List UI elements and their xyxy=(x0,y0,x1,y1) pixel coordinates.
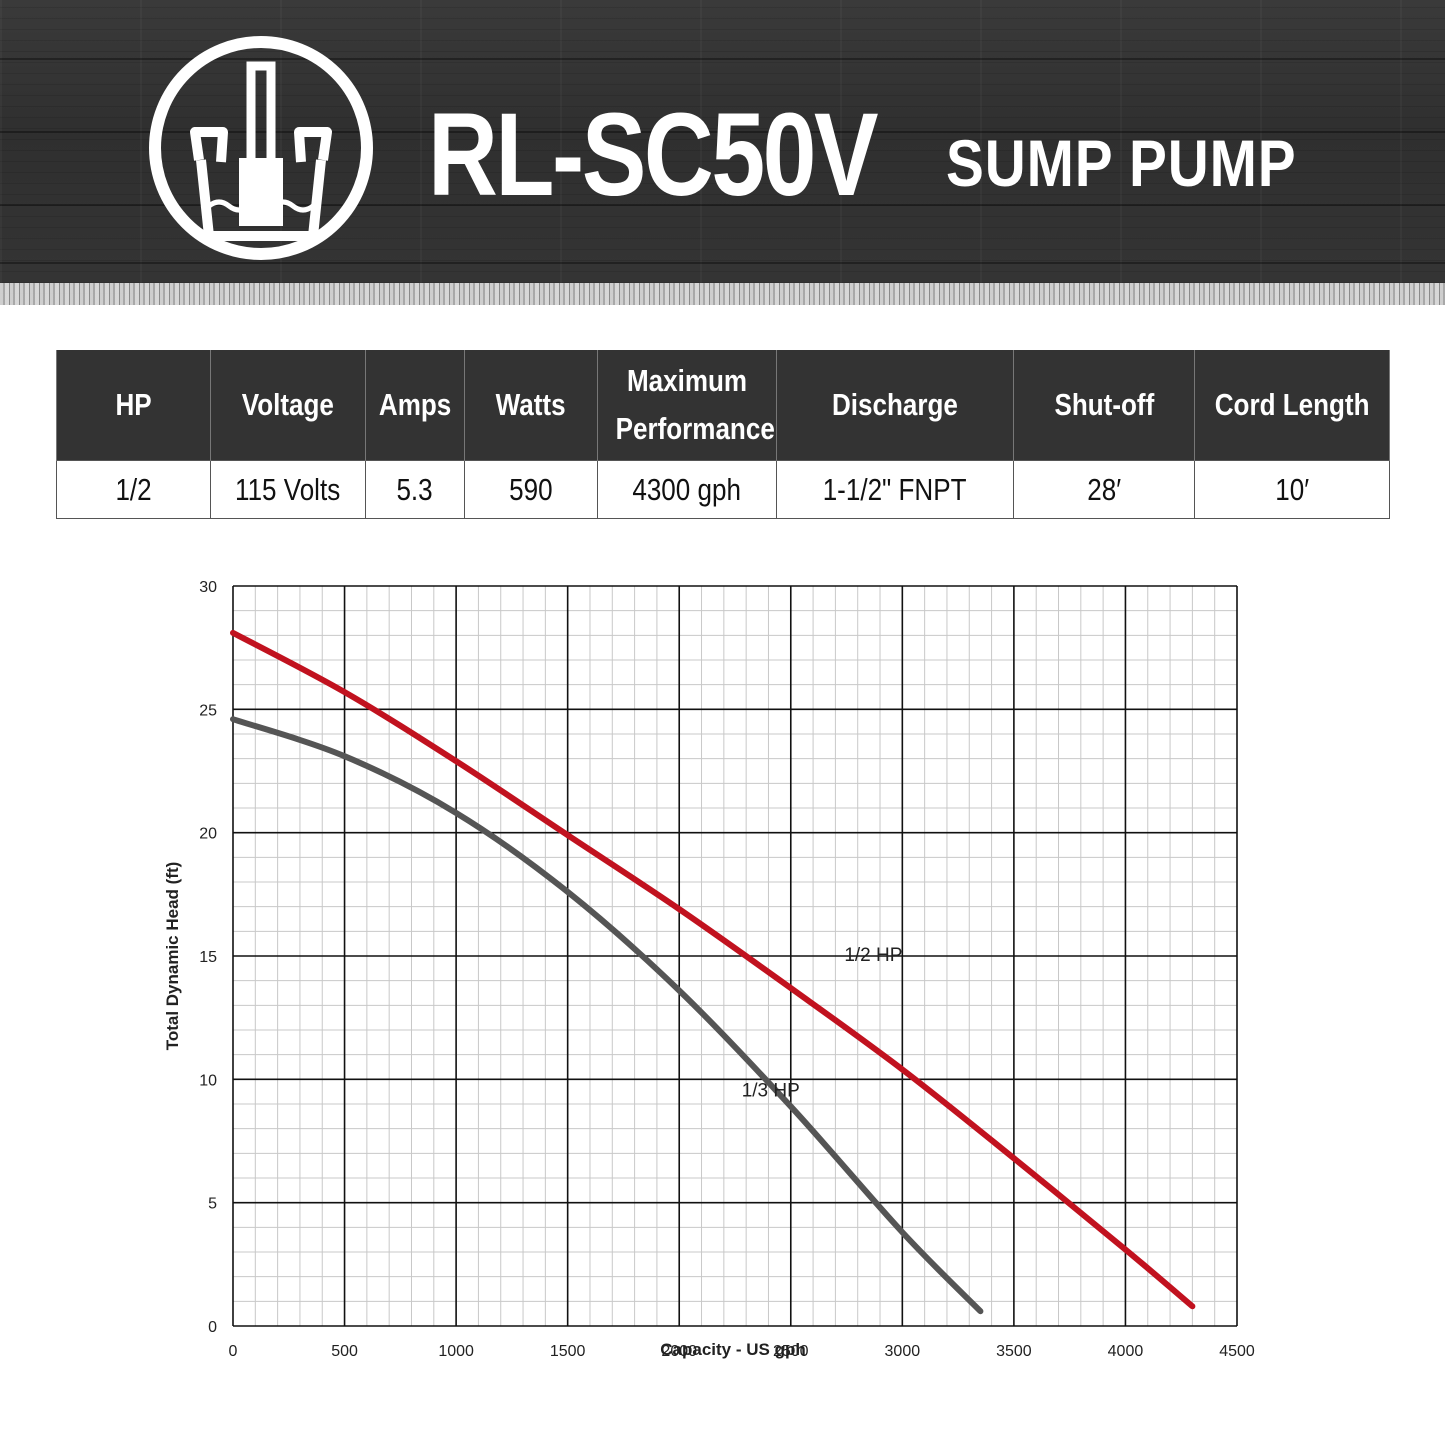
spec-header-hp: HP xyxy=(56,350,211,461)
y-tick-label: 30 xyxy=(199,579,217,596)
spec-value-voltage: 115 Volts xyxy=(210,460,366,519)
y-tick-label: 25 xyxy=(199,702,217,719)
x-tick-label: 3000 xyxy=(885,1343,921,1360)
y-tick-label: 0 xyxy=(208,1319,217,1336)
plank-seam xyxy=(0,204,1445,206)
pump-curve-chart: 0 500 1000 1500 2000 2500 3000 3500 4000 4500 0 5 10… xyxy=(163,579,1255,1360)
sump-pump-logo-icon xyxy=(149,36,373,260)
product-type: SUMP PUMP xyxy=(946,126,1297,200)
spec-header-watts: Watts xyxy=(464,350,598,461)
x-tick-label: 500 xyxy=(331,1343,358,1360)
spec-header-row: HP Voltage Amps Watts Maximum Performanc… xyxy=(56,350,1390,461)
x-tick-label: 0 xyxy=(229,1343,238,1360)
spec-value-cord-length: 10′ xyxy=(1194,460,1390,519)
y-tick-label: 15 xyxy=(199,949,217,966)
series-lines xyxy=(230,629,1196,1315)
spec-header-discharge: Discharge xyxy=(776,350,1014,461)
page-title: RL-SC50V SUMP PUMP xyxy=(428,89,1296,221)
x-tick-label: 4500 xyxy=(1219,1343,1255,1360)
x-axis-label: Capacity - US gph xyxy=(660,1340,805,1359)
plank-seam xyxy=(0,58,1445,60)
spec-header-max-performance: Maximum Performance xyxy=(597,350,777,461)
axis-ticks: 0 500 1000 1500 2000 2500 3000 3500 4000 4500 0 5 10… xyxy=(199,579,1255,1360)
spec-value-row: 1/2 115 Volts 5.3 590 4300 gph 1-1/2" FN… xyxy=(56,460,1390,519)
spec-value-max-performance: 4300 gph xyxy=(597,460,777,519)
y-tick-label: 20 xyxy=(199,826,217,843)
plank-seam xyxy=(0,262,1445,264)
x-tick-label: 2000 xyxy=(661,1343,697,1360)
series-annotations: 1/2 HP 1/3 HP xyxy=(742,945,903,1102)
spec-header-cord-length: Cord Length xyxy=(1194,350,1390,461)
y-tick-label: 10 xyxy=(199,1072,217,1089)
series-annotation-label: 1/3 HP xyxy=(742,1081,800,1102)
series-annotation-label: 1/2 HP xyxy=(844,945,902,966)
spec-value-watts: 590 xyxy=(464,460,598,519)
spec-value-shutoff: 28′ xyxy=(1013,460,1195,519)
x-tick-label: 2500 xyxy=(773,1343,809,1360)
spec-header-amps: Amps xyxy=(365,350,465,461)
x-tick-label: 4000 xyxy=(1108,1343,1144,1360)
series-line-1-3-hp xyxy=(230,716,984,1315)
grid-major xyxy=(232,585,1238,1327)
series-line-1-2-hp xyxy=(230,629,1196,1310)
x-tick-label: 1500 xyxy=(550,1343,586,1360)
spec-table: HP Voltage Amps Watts Maximum Performanc… xyxy=(56,350,1390,519)
spec-value-discharge: 1-1/2" FNPT xyxy=(776,460,1014,519)
y-axis-label: Total Dynamic Head (ft) xyxy=(163,862,182,1051)
spec-header-shutoff: Shut-off xyxy=(1013,350,1195,461)
x-tick-label: 1000 xyxy=(438,1343,474,1360)
header-fade-edge xyxy=(0,283,1445,305)
x-tick-label: 3500 xyxy=(996,1343,1032,1360)
spec-value-hp: 1/2 xyxy=(56,460,211,519)
plank-seam xyxy=(0,131,1445,133)
header-banner: RL-SC50V SUMP PUMP xyxy=(0,0,1445,305)
spec-header-voltage: Voltage xyxy=(210,350,366,461)
model-number: RL-SC50V xyxy=(428,89,879,221)
y-tick-label: 5 xyxy=(208,1196,217,1213)
spec-value-amps: 5.3 xyxy=(365,460,465,519)
